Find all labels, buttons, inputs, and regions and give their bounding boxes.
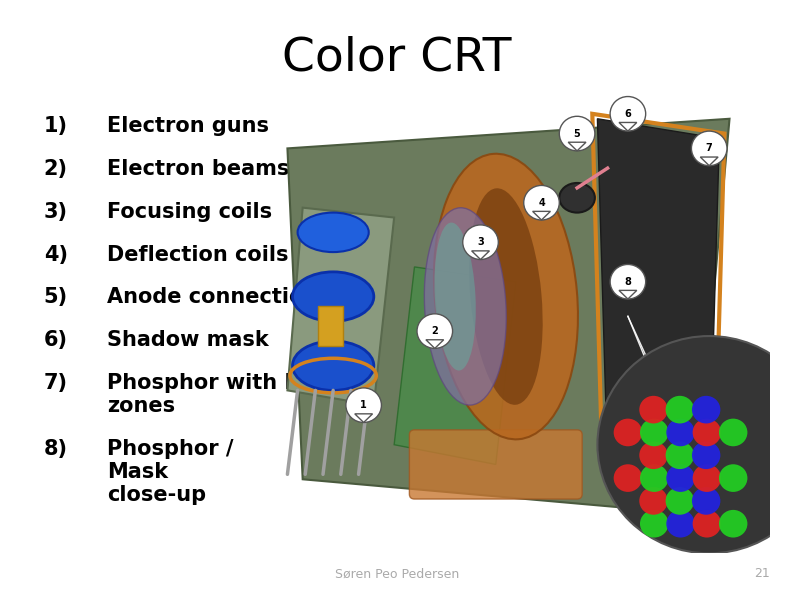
FancyBboxPatch shape [410,430,582,499]
Polygon shape [597,119,719,484]
Ellipse shape [292,272,374,321]
Circle shape [692,510,721,537]
Circle shape [640,419,669,446]
Polygon shape [394,267,516,465]
Circle shape [417,314,453,349]
Circle shape [610,96,646,131]
Circle shape [719,419,747,446]
Text: 7): 7) [44,373,67,393]
Text: Electron beams: Electron beams [107,159,290,179]
Ellipse shape [469,188,542,405]
Polygon shape [355,414,372,422]
Circle shape [692,464,721,492]
Text: Focusing coils: Focusing coils [107,202,272,222]
Circle shape [692,441,720,469]
Polygon shape [619,290,637,299]
Text: 6: 6 [625,109,631,119]
Polygon shape [533,211,550,220]
Polygon shape [287,208,394,405]
Polygon shape [472,251,489,259]
Circle shape [719,510,747,537]
Circle shape [666,510,695,537]
Ellipse shape [559,183,595,212]
Ellipse shape [424,208,507,405]
Circle shape [524,186,559,220]
Ellipse shape [298,212,368,252]
Ellipse shape [434,223,476,371]
Polygon shape [287,119,730,514]
Circle shape [610,264,646,299]
Text: 5: 5 [574,129,580,139]
Text: Deflection coils: Deflection coils [107,245,289,265]
Circle shape [692,396,720,424]
Circle shape [640,510,669,537]
Circle shape [666,464,695,492]
Text: 3): 3) [44,202,67,222]
Circle shape [639,396,668,424]
Text: Color CRT: Color CRT [282,36,512,81]
Text: 21: 21 [754,567,770,580]
Text: 4): 4) [44,245,67,265]
Polygon shape [700,157,718,165]
Circle shape [346,388,381,422]
Circle shape [614,419,642,446]
Circle shape [463,225,499,259]
Text: 4: 4 [538,198,545,208]
Circle shape [559,116,595,151]
Text: 7: 7 [706,143,712,154]
Text: 6): 6) [44,330,67,350]
Circle shape [665,441,694,469]
Text: 1: 1 [360,400,367,410]
Circle shape [719,464,747,492]
Text: Electron guns: Electron guns [107,116,269,136]
Polygon shape [619,123,637,131]
Text: 2: 2 [431,326,438,336]
Polygon shape [426,340,444,349]
Circle shape [666,419,695,446]
Circle shape [692,131,727,165]
FancyBboxPatch shape [318,306,343,346]
Text: 3: 3 [477,237,484,248]
Text: 8): 8) [44,439,67,459]
Circle shape [639,487,668,515]
Text: Anode connection: Anode connection [107,287,318,308]
Circle shape [614,464,642,492]
Circle shape [692,487,720,515]
Text: 1): 1) [44,116,67,136]
Text: Shadow mask: Shadow mask [107,330,269,350]
Ellipse shape [292,341,374,390]
Polygon shape [569,142,586,151]
Circle shape [665,396,694,424]
Circle shape [692,419,721,446]
Circle shape [597,336,794,553]
Text: Phosphor with RGB
zones: Phosphor with RGB zones [107,373,333,416]
Text: 2): 2) [44,159,67,179]
Text: 5): 5) [44,287,67,308]
Circle shape [665,487,694,515]
Text: Phosphor /
Mask
close-up: Phosphor / Mask close-up [107,439,233,505]
Circle shape [640,464,669,492]
Ellipse shape [434,154,578,439]
Circle shape [639,441,668,469]
Text: Søren Peo Pedersen: Søren Peo Pedersen [335,567,459,580]
Text: 8: 8 [624,277,631,287]
